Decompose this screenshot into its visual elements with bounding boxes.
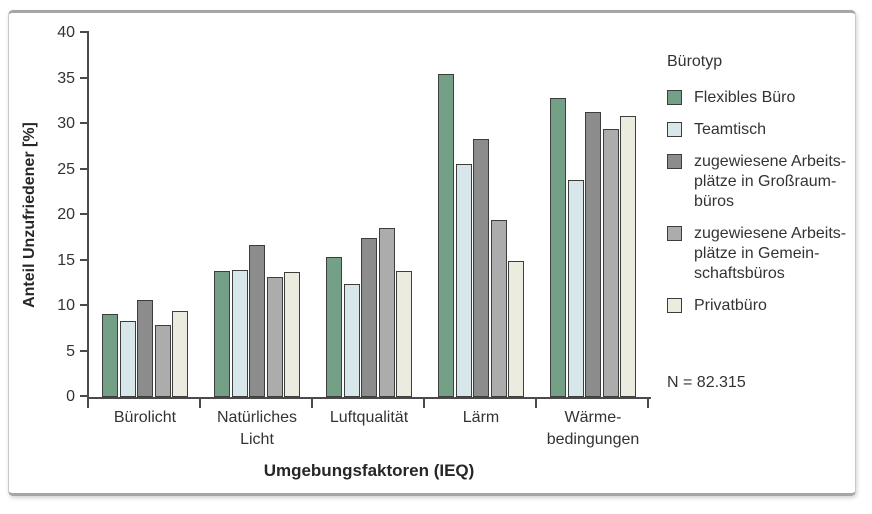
- bar: [266, 276, 283, 397]
- y-axis-tick: [80, 76, 89, 79]
- legend-item: Flexibles Büro: [667, 88, 853, 108]
- bar: [438, 73, 454, 397]
- y-axis-tick: [80, 122, 89, 124]
- bar: [172, 311, 188, 397]
- bar: [396, 271, 412, 397]
- legend-item: zugewiesene Arbeits- plätze in Gemein- s…: [667, 224, 853, 284]
- x-axis-tick: [647, 397, 649, 408]
- bar: [378, 227, 395, 397]
- bar: [361, 237, 377, 397]
- x-axis-tick: [199, 397, 201, 408]
- y-tick-label: 35: [57, 69, 75, 87]
- legend-items: Flexibles Büro Teamtisch zugewiesene Arbei…: [667, 88, 853, 316]
- bar: [473, 138, 489, 397]
- bar: [119, 320, 136, 397]
- bar: [284, 272, 300, 397]
- chart-card: Anteil Unzufriedener [%] 0 5 10 15 20 25 30 35 4…: [8, 10, 856, 496]
- y-tick-label: 5: [66, 342, 75, 360]
- legend-swatch: [667, 154, 682, 169]
- y-tick-label: 10: [57, 297, 75, 314]
- y-tick-label: 20: [57, 206, 75, 223]
- sample-size-label: N = 82.315: [667, 374, 746, 391]
- bar: [602, 129, 619, 397]
- legend-item-label: Privatbüro: [694, 297, 767, 314]
- x-category-label: Lärm: [462, 409, 500, 426]
- x-axis-tick: [535, 397, 537, 408]
- legend-item: Privatbüro: [667, 296, 853, 316]
- x-axis-tick: [87, 397, 89, 408]
- bar: [508, 261, 524, 397]
- y-tick-label: 15: [57, 251, 75, 269]
- bar: [249, 245, 265, 397]
- x-category-label: Bürolicht: [113, 409, 177, 426]
- bar: [567, 180, 584, 397]
- bar: [137, 299, 153, 397]
- y-axis-tick: [80, 349, 89, 352]
- bar: [455, 164, 472, 397]
- x-category-label: Luftqualität: [329, 409, 409, 426]
- legend-item-label: zugewiesene Arbeits- plätze in Großraum-…: [694, 153, 847, 210]
- bar: [343, 284, 360, 397]
- plot-area: 0 5 10 15 20 25 30 35 40 Bürolicht Natürliches Lic…: [57, 24, 651, 448]
- legend-item: zugewiesene Arbeits- plätze in Großraum-…: [667, 152, 853, 212]
- bar: [214, 271, 230, 397]
- bar: [490, 220, 507, 397]
- legend-item: Teamtisch: [667, 120, 853, 140]
- x-category-label: Natürliches Licht: [216, 409, 298, 448]
- legend-swatch: [667, 122, 682, 137]
- y-tick-label: 30: [57, 115, 75, 132]
- legend-swatch: [667, 90, 682, 105]
- legend-item-label: zugewiesene Arbeits- plätze in Gemein- s…: [694, 225, 847, 282]
- x-category-label: Wärme- bedingungen: [546, 409, 640, 448]
- x-axis-tick: [311, 397, 313, 408]
- y-axis-tick: [80, 213, 89, 215]
- x-axis-tick: [423, 397, 425, 408]
- x-axis-title: Umgebungsfaktoren (IEQ): [263, 461, 475, 480]
- y-axis-tick: [80, 167, 89, 170]
- bar: [620, 115, 636, 397]
- bar: [585, 112, 601, 397]
- legend-swatch: [667, 298, 682, 313]
- bar: [326, 256, 342, 397]
- legend-item-label: Teamtisch: [694, 121, 767, 138]
- bar: [231, 269, 248, 397]
- bar: [102, 314, 118, 397]
- y-axis-tick: [80, 395, 89, 397]
- legend-title: Bürotyp: [667, 53, 723, 70]
- y-tick-label: 40: [57, 24, 75, 41]
- y-axis-tick: [80, 304, 89, 306]
- y-tick-label: 0: [66, 388, 75, 405]
- legend-swatch: [667, 226, 682, 241]
- y-tick-label: 25: [57, 160, 75, 178]
- bar: [154, 325, 171, 397]
- y-axis-tick: [80, 31, 89, 33]
- legend: Bürotyp Flexibles Büro Teamtisch zugewiese…: [667, 52, 853, 316]
- bar: [550, 97, 566, 397]
- y-axis-tick: [80, 258, 89, 261]
- legend-item-label: Flexibles Büro: [694, 89, 796, 106]
